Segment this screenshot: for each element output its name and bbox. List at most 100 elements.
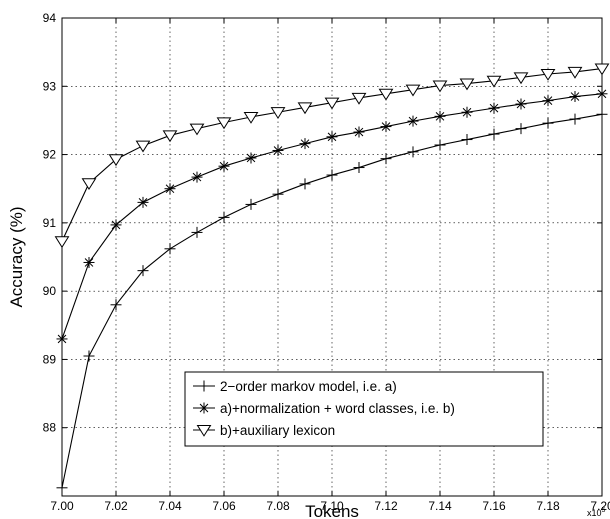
x-tick-label: 7.20 [590,499,610,513]
y-tick-label: 90 [43,284,57,298]
x-tick-label: 7.12 [374,499,398,513]
data-point [459,78,475,91]
y-tick-label: 93 [43,79,57,93]
data-point [299,138,311,150]
x-tick-label: 7.14 [428,499,452,513]
data-point [218,211,230,223]
grid [62,18,602,496]
data-point [108,154,124,167]
y-axis-label: Accuracy (%) [7,206,26,307]
y-tick-label: 94 [43,11,57,25]
legend: 2−order markov model, i.e. a) a)+normaliz… [184,371,544,447]
legend-entry: b)+auxiliary lexicon [193,423,335,438]
data-point [596,88,608,100]
series-3 [54,63,610,249]
data-point [488,128,500,140]
data-point [567,66,583,79]
data-point [434,139,446,151]
legend-entry: a)+normalization + word classes, i.e. b) [193,401,455,416]
data-point [486,75,502,88]
data-point [189,123,205,136]
legend-label: b)+auxiliary lexicon [220,423,335,438]
data-point [434,110,446,122]
data-point [407,146,419,158]
data-point [380,153,392,165]
legend-label: 2−order markov model, i.e. a) [220,379,397,394]
data-point [83,350,95,362]
data-point [515,123,527,135]
x-tick-label: 7.16 [482,499,506,513]
data-point [135,140,151,153]
series [54,63,610,494]
legend-marker [198,402,210,414]
data-point [488,102,500,114]
data-point [432,80,448,93]
data-point [270,107,286,120]
data-point [245,198,257,210]
data-point [297,102,313,115]
data-point [191,226,203,238]
x-multiplier-exponent: 5 [602,507,606,514]
legend-marker [198,380,210,392]
y-tick-label: 88 [43,421,57,435]
legend-label: a)+normalization + word classes, i.e. b) [220,401,455,416]
data-point [326,131,338,143]
data-point [461,106,473,118]
legend-entry: 2−order markov model, i.e. a) [193,379,397,394]
data-point [191,171,203,183]
data-point [164,183,176,195]
series-1 [56,108,608,494]
data-point [569,113,581,125]
data-point [54,236,70,249]
legend-marker [196,424,212,437]
data-point [326,169,338,181]
x-axis-label: Tokens [305,502,359,519]
data-point [272,188,284,200]
data-point [243,111,259,124]
data-point [245,152,257,164]
data-point [380,121,392,133]
data-point [569,91,581,103]
data-point [353,126,365,138]
x-tick-label: 7.06 [212,499,236,513]
data-point [299,178,311,190]
x-tick-label: 7.10 [320,499,344,513]
y-tick-label: 89 [43,352,57,366]
series-2 [56,88,608,345]
data-point [540,68,556,81]
data-point [542,95,554,107]
x-tick-label: 7.04 [158,499,182,513]
data-point [594,63,610,76]
x-tick-label: 7.00 [50,499,74,513]
data-point [110,299,122,311]
y-tick-label: 91 [43,216,57,230]
data-point [83,256,95,268]
data-point [216,117,232,130]
data-point [81,178,97,191]
data-point [110,219,122,231]
x-multiplier-base: x10 [587,508,602,518]
data-point [218,160,230,172]
data-point [56,482,68,494]
data-point [513,72,529,85]
x-tick-label: 7.02 [104,499,128,513]
data-point [596,108,608,120]
legend-box [184,371,544,447]
data-point [272,144,284,156]
data-point [351,92,367,105]
data-point [324,97,340,110]
data-point [164,243,176,255]
data-point [137,265,149,277]
x-axis-multiplier: x105 [587,507,606,518]
series-line [61,67,603,242]
data-point [405,84,421,97]
data-point [353,162,365,174]
data-point [515,98,527,110]
data-point [461,134,473,146]
data-point [542,117,554,129]
y-tick-label: 92 [43,148,57,162]
x-tick-label: 7.08 [266,499,290,513]
data-point [162,130,178,143]
